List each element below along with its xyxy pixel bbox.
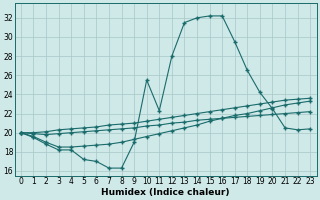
X-axis label: Humidex (Indice chaleur): Humidex (Indice chaleur) [101, 188, 230, 197]
